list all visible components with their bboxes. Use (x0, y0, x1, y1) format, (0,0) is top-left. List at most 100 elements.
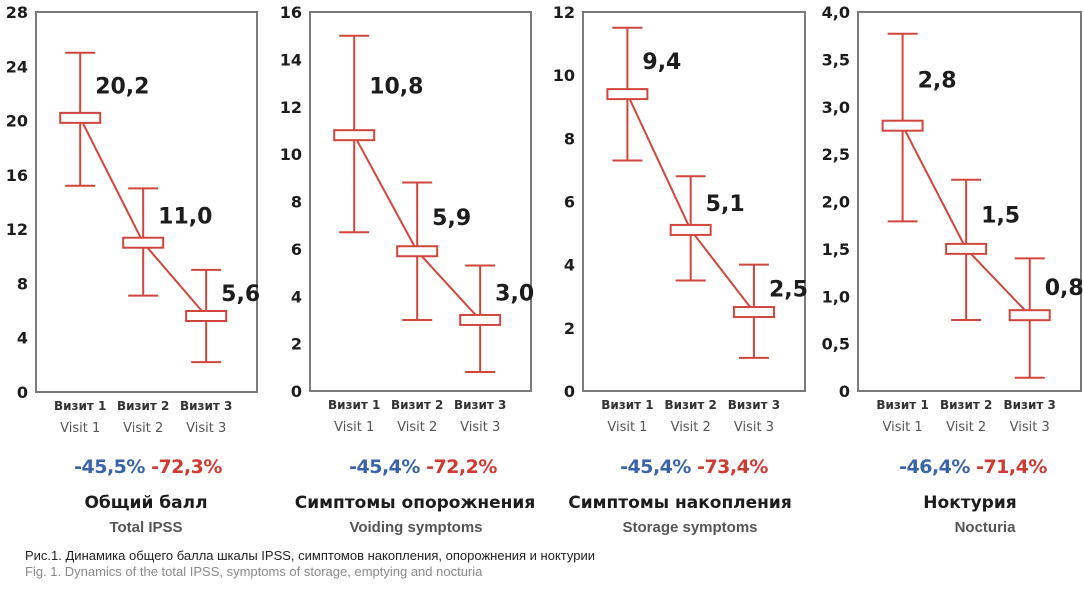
chart-title-voiding: Симптомы опорожнения (294, 493, 536, 513)
chart-storage-ytick-label: 10 (553, 66, 575, 85)
chart-total-ipss-ytick-label: 24 (6, 57, 28, 76)
chart-subtitle-voiding: Voiding symptoms (349, 519, 483, 536)
chart-storage-mean-marker (606, 88, 649, 101)
chart-title-total-ipss: Общий балл (84, 493, 208, 513)
chart-nocturia-value-label: 0,8 (1045, 276, 1084, 301)
chart-storage-category-label-en: Visit 1 (607, 420, 647, 435)
figure-caption-ru: Рис.1. Динамика общего балла шкалы IPSS,… (25, 548, 595, 563)
change-percentages-nocturia: -46,4% -71,4% (899, 456, 1047, 478)
change-visit3: -72,3% (151, 456, 222, 478)
chart-storage-trend-segment (626, 93, 692, 231)
chart-total-ipss-ytick-label: 20 (6, 112, 28, 131)
chart-nocturia-mean-marker (945, 242, 988, 255)
chart-total-ipss-ytick-label: 16 (6, 166, 28, 185)
chart-storage-ytick-label: 0 (564, 382, 575, 401)
chart-storage-plot-frame (582, 11, 806, 392)
chart-total-ipss-trend-segment (79, 117, 145, 244)
chart-voiding-value-label: 5,9 (432, 206, 471, 231)
chart-voiding-category-label-en: Visit 1 (334, 420, 374, 435)
chart-voiding-ytick-label: 16 (280, 3, 302, 22)
chart-total-ipss-mean-marker (59, 111, 102, 124)
chart-voiding-ytick-label: 14 (280, 50, 302, 69)
chart-nocturia-ytick-label: 2,0 (822, 193, 850, 212)
chart-voiding-ytick-label: 4 (291, 287, 302, 306)
chart-nocturia-category-label-en: Visit 2 (946, 420, 986, 435)
chart-total-ipss-category-label-en: Visit 3 (186, 421, 226, 436)
chart-voiding-ytick-label: 6 (291, 240, 302, 259)
chart-voiding-category-label-en: Visit 3 (460, 420, 500, 435)
chart-voiding-ytick-label: 8 (291, 193, 302, 212)
chart-voiding-trend-segment (353, 134, 419, 252)
chart-nocturia-category-label-ru: Визит 1 (876, 398, 928, 412)
change-visit3: -73,4% (697, 456, 768, 478)
chart-nocturia-category-label-en: Visit 3 (1010, 420, 1050, 435)
chart-subtitle-storage: Storage symptoms (622, 519, 758, 536)
change-percentages-voiding: -45,4% -72,2% (349, 456, 497, 478)
chart-total-ipss-ytick-label: 12 (6, 220, 28, 239)
chart-subtitle-total-ipss: Total IPSS (109, 519, 183, 536)
chart-nocturia-value-label: 1,5 (981, 203, 1020, 228)
chart-nocturia-ytick-label: 4,0 (822, 3, 850, 22)
chart-storage-ytick-label: 6 (564, 193, 575, 212)
chart-total-ipss-value-label: 5,6 (221, 282, 260, 307)
chart-subtitle-nocturia: Nocturia (954, 519, 1016, 536)
chart-voiding-mean-marker (459, 313, 502, 326)
chart-nocturia-trend-segment (901, 125, 968, 250)
chart-nocturia-ytick-label: 1,0 (822, 287, 850, 306)
chart-voiding-value-label: 3,0 (495, 282, 534, 307)
change-percentages-storage: -45,4% -73,4% (620, 456, 768, 478)
chart-total-ipss-category-label-en: Visit 2 (123, 421, 163, 436)
chart-voiding-category-label-ru: Визит 2 (391, 398, 443, 412)
chart-storage-mean-marker (732, 306, 775, 319)
chart-voiding-mean-marker (396, 245, 439, 258)
chart-total-ipss-category-label-ru: Визит 3 (180, 399, 232, 413)
chart-nocturia-ytick-label: 3,5 (822, 50, 850, 69)
chart-storage-ytick-label: 4 (564, 256, 575, 275)
chart-nocturia-value-label: 2,8 (918, 69, 957, 94)
change-visit2: -45,5% (74, 456, 145, 478)
change-visit2: -46,4% (899, 456, 970, 478)
chart-storage-mean-marker (669, 223, 712, 236)
chart-storage-category-label-ru: Визит 1 (601, 398, 653, 412)
chart-nocturia-ytick-label: 3,0 (822, 98, 850, 117)
chart-total-ipss-plot-frame (35, 11, 258, 393)
chart-nocturia-trend-segment (965, 248, 1031, 316)
change-percentages-total-ipss: -45,5% -72,3% (74, 456, 222, 478)
chart-total-ipss-mean-marker (122, 236, 165, 249)
chart-storage-category-label-en: Visit 2 (671, 420, 711, 435)
chart-nocturia-category-label-ru: Визит 3 (1003, 398, 1055, 412)
chart-total-ipss-category-label-ru: Визит 1 (54, 399, 106, 413)
chart-voiding-plot-frame (309, 11, 532, 392)
change-visit2: -45,4% (349, 456, 420, 478)
chart-voiding-ytick-label: 12 (280, 98, 302, 117)
chart-nocturia-ytick-label: 0 (839, 382, 850, 401)
chart-nocturia-mean-marker (1008, 309, 1051, 322)
chart-nocturia-ytick-label: 1,5 (822, 240, 850, 259)
chart-storage-ytick-label: 8 (564, 129, 575, 148)
chart-total-ipss-ytick-label: 4 (17, 329, 28, 348)
chart-storage-ytick-label: 2 (564, 319, 575, 338)
chart-voiding-category-label-en: Visit 2 (397, 420, 437, 435)
chart-total-ipss-category-label-en: Visit 1 (60, 421, 100, 436)
chart-voiding-value-label: 10,8 (369, 74, 423, 99)
chart-nocturia-category-label-en: Visit 1 (883, 420, 923, 435)
chart-storage-value-label: 9,4 (642, 50, 681, 75)
figure-caption-en: Fig. 1. Dynamics of the total IPSS, symp… (25, 564, 483, 579)
chart-total-ipss-trend-segment (142, 242, 207, 317)
chart-nocturia-plot-frame (857, 11, 1082, 392)
chart-nocturia-category-label-ru: Визит 2 (940, 398, 992, 412)
chart-nocturia-ytick-label: 0,5 (822, 335, 850, 354)
change-visit3: -71,4% (976, 456, 1047, 478)
chart-total-ipss-ytick-label: 0 (17, 383, 28, 402)
chart-title-nocturia: Ноктурия (923, 493, 1017, 513)
chart-title-storage: Симптомы накопления (568, 493, 792, 513)
chart-storage-trend-segment (689, 229, 755, 313)
chart-voiding-ytick-label: 0 (291, 382, 302, 401)
chart-total-ipss-category-label-ru: Визит 2 (117, 399, 169, 413)
change-visit3: -72,2% (426, 456, 497, 478)
chart-voiding-category-label-ru: Визит 1 (328, 398, 380, 412)
chart-total-ipss-value-label: 20,2 (95, 74, 149, 99)
chart-storage-value-label: 5,1 (706, 192, 745, 217)
change-visit2: -45,4% (620, 456, 691, 478)
